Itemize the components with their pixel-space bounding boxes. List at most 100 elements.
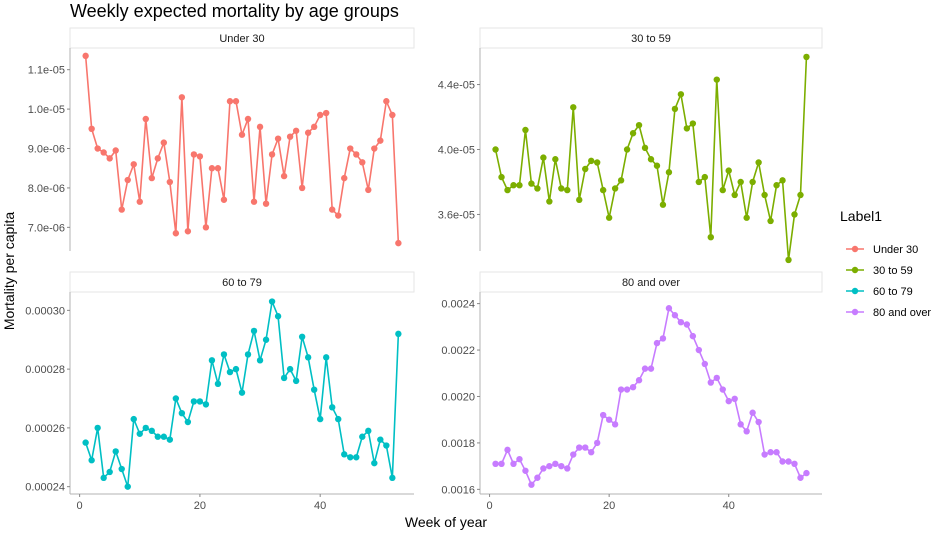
data-point-80-and-over — [605, 416, 613, 423]
data-point-80-and-over — [510, 460, 517, 468]
data-point-80-and-over — [516, 455, 523, 463]
data-point-30-to-59 — [492, 146, 499, 153]
data-point-60-to-79 — [226, 368, 234, 376]
data-point-under-30 — [220, 196, 228, 203]
data-point-80-and-over — [755, 418, 762, 426]
data-point-30-to-59 — [576, 196, 583, 204]
data-point-30-to-59 — [803, 53, 810, 61]
y-tick-label: 1.1e-05 — [28, 65, 65, 77]
x-tick-label: 0 — [77, 500, 83, 512]
data-point-under-30 — [280, 172, 288, 180]
data-point-under-30 — [88, 125, 95, 133]
data-point-30-to-59 — [623, 146, 631, 153]
legend-label-30-to-59: 30 to 59 — [873, 265, 913, 277]
data-point-60-to-79 — [142, 424, 149, 432]
data-point-30-to-59 — [671, 105, 679, 113]
data-point-30-to-59 — [683, 125, 691, 132]
strip-label-under-30: Under 30 — [219, 33, 264, 45]
data-point-30-to-59 — [779, 177, 786, 184]
data-point-30-to-59 — [755, 159, 762, 166]
x-tick-label: 20 — [194, 500, 206, 512]
data-point-30-to-59 — [605, 214, 613, 221]
data-point-30-to-59 — [546, 198, 553, 205]
data-point-30-to-59 — [588, 157, 595, 165]
data-point-80-and-over — [588, 449, 595, 456]
data-point-60-to-79 — [274, 313, 282, 320]
data-point-30-to-59 — [695, 178, 703, 186]
data-point-30-to-59 — [677, 91, 685, 98]
data-point-under-30 — [250, 198, 258, 205]
data-point-60-to-79 — [329, 404, 336, 411]
data-point-30-to-59 — [797, 191, 804, 199]
y-tick-label: 0.00024 — [25, 482, 65, 494]
y-tick-label: 7.0e-06 — [28, 222, 65, 234]
data-point-30-to-59 — [617, 177, 625, 184]
data-point-60-to-79 — [208, 357, 216, 364]
data-point-60-to-79 — [304, 354, 312, 361]
data-point-under-30 — [148, 174, 155, 182]
data-point-under-30 — [377, 137, 384, 144]
data-point-60-to-79 — [172, 395, 180, 402]
strip-label-60-to-79: 60 to 79 — [222, 277, 262, 289]
data-point-60-to-79 — [94, 424, 101, 432]
data-point-30-to-59 — [665, 169, 673, 176]
data-point-80-and-over — [570, 451, 577, 458]
data-point-60-to-79 — [353, 454, 360, 461]
data-point-under-30 — [142, 115, 149, 123]
data-point-under-30 — [136, 198, 143, 205]
series-line-80-and-over — [495, 306, 807, 487]
data-point-30-to-59 — [767, 217, 774, 225]
data-point-60-to-79 — [190, 398, 198, 405]
data-point-30-to-59 — [713, 76, 720, 83]
panel-60-to-79: 60 to 79 0.00024 0.00026 0.00028 0.00030 0 20 4… — [25, 271, 415, 512]
data-point-80-and-over — [803, 469, 810, 477]
data-point-under-30 — [172, 230, 180, 237]
data-point-60-to-79 — [220, 351, 228, 358]
data-point-60-to-79 — [389, 474, 396, 482]
data-point-under-30 — [232, 98, 240, 105]
data-point-60-to-79 — [268, 298, 276, 305]
y-tick-label: 0.0016 — [441, 484, 475, 496]
data-point-under-30 — [322, 109, 330, 117]
data-point-80-and-over — [689, 332, 697, 340]
data-point-60-to-79 — [130, 415, 137, 423]
legend-key-point — [851, 245, 859, 253]
data-point-under-30 — [310, 123, 318, 131]
data-point-80-and-over — [779, 458, 786, 465]
data-point-60-to-79 — [347, 454, 354, 461]
data-point-80-and-over — [617, 386, 625, 393]
data-point-under-30 — [359, 159, 366, 166]
legend-title: Label1 — [840, 208, 882, 224]
panel-80-and-over: 80 and over 0.0016 0.0018 0.0020 0.0022 0.002… — [441, 271, 823, 512]
data-point-30-to-59 — [570, 104, 577, 111]
legend-key-point — [851, 266, 859, 274]
data-point-under-30 — [395, 239, 402, 247]
data-point-80-and-over — [683, 321, 691, 328]
data-point-under-30 — [347, 145, 354, 152]
data-point-30-to-59 — [653, 162, 661, 169]
data-point-80-and-over — [785, 458, 792, 465]
data-point-80-and-over — [647, 365, 655, 372]
data-point-80-and-over — [701, 360, 709, 368]
data-point-60-to-79 — [100, 474, 107, 482]
data-point-80-and-over — [582, 444, 589, 451]
data-point-under-30 — [196, 153, 204, 160]
data-point-under-30 — [262, 200, 270, 207]
data-point-80-and-over — [504, 446, 511, 454]
legend-item-60-to-79: 60 to 79 — [846, 286, 913, 298]
data-point-60-to-79 — [106, 468, 113, 476]
data-point-60-to-79 — [154, 433, 162, 440]
data-point-60-to-79 — [118, 465, 125, 473]
data-point-80-and-over — [498, 460, 505, 468]
data-point-60-to-79 — [256, 357, 264, 364]
data-point-under-30 — [178, 94, 186, 101]
data-point-30-to-59 — [761, 191, 768, 199]
data-point-30-to-59 — [689, 120, 697, 127]
strip-label-80-and-over: 80 and over — [622, 277, 680, 289]
data-point-60-to-79 — [322, 354, 330, 361]
y-tick-label: 0.0020 — [441, 391, 475, 403]
data-point-80-and-over — [492, 460, 499, 468]
data-point-under-30 — [190, 151, 198, 158]
data-point-60-to-79 — [335, 415, 342, 423]
